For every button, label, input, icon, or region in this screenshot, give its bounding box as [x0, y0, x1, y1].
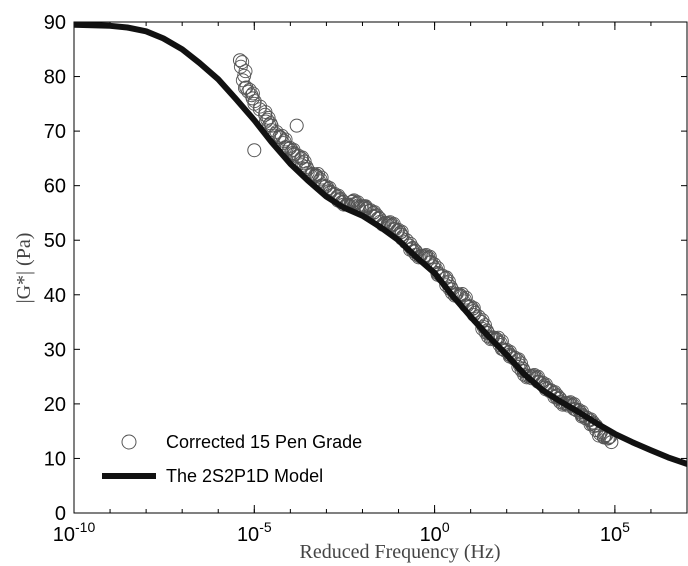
- scatter-point: [466, 301, 481, 315]
- scatter-series: [232, 53, 619, 450]
- scatter-point: [276, 136, 291, 151]
- scatter-point: [235, 73, 250, 88]
- y-axis: 0 10 20 30 40 50 60 70 80 90: [44, 12, 687, 525]
- scatter-point: [245, 86, 260, 101]
- x-axis: 10-10 10-5 100 105: [53, 22, 688, 546]
- y-tick-label: 90: [44, 12, 66, 34]
- y-tick-label: 30: [44, 339, 66, 361]
- x-axis-title: Reduced Frequency (Hz): [299, 541, 500, 563]
- scatter-point: [295, 150, 310, 165]
- y-tick-label: 80: [44, 67, 66, 89]
- y-tick-label: 50: [44, 230, 66, 252]
- scatter-point: [296, 156, 311, 171]
- y-tick-label: 40: [44, 285, 66, 307]
- scatter-point: [494, 341, 509, 356]
- scatter-point: [422, 249, 437, 264]
- legend-label-line: The 2S2P1D Model: [166, 466, 323, 486]
- x-tick-label: 10-5: [237, 519, 272, 546]
- x-tick-label: 10-10: [53, 519, 96, 546]
- scatter-point: [232, 53, 247, 68]
- x-tick-label: 100: [420, 519, 450, 546]
- legend-marker-scatter: [121, 434, 137, 450]
- y-tick-label: 20: [44, 394, 66, 416]
- scatter-point: [260, 112, 275, 127]
- scatter-point: [233, 59, 248, 74]
- scatter-point: [237, 68, 252, 83]
- scatter-point: [391, 222, 406, 237]
- scatter-point: [247, 143, 262, 158]
- scatter-point: [289, 118, 304, 133]
- scatter-point: [314, 170, 329, 185]
- y-tick-label: 60: [44, 176, 66, 198]
- y-axis-title: |G*| (Pa): [13, 233, 35, 304]
- scatter-point: [458, 290, 473, 305]
- scatter-point: [242, 82, 257, 97]
- y-tick-label: 10: [44, 448, 66, 470]
- y-tick-label: 70: [44, 121, 66, 143]
- y-tick-label: 0: [55, 503, 66, 525]
- legend-label-scatter: Corrected 15 Pen Grade: [166, 432, 362, 452]
- scatter-point: [297, 154, 312, 169]
- x-tick-label: 105: [600, 519, 630, 546]
- scatter-point: [403, 242, 418, 257]
- scatter-point: [394, 224, 409, 239]
- scatter-point: [345, 194, 360, 209]
- plot-frame: [73, 21, 688, 514]
- model-line: [74, 22, 687, 467]
- scatter-point: [278, 132, 293, 147]
- legend: Corrected 15 Pen Grade The 2S2P1D Model: [102, 432, 362, 486]
